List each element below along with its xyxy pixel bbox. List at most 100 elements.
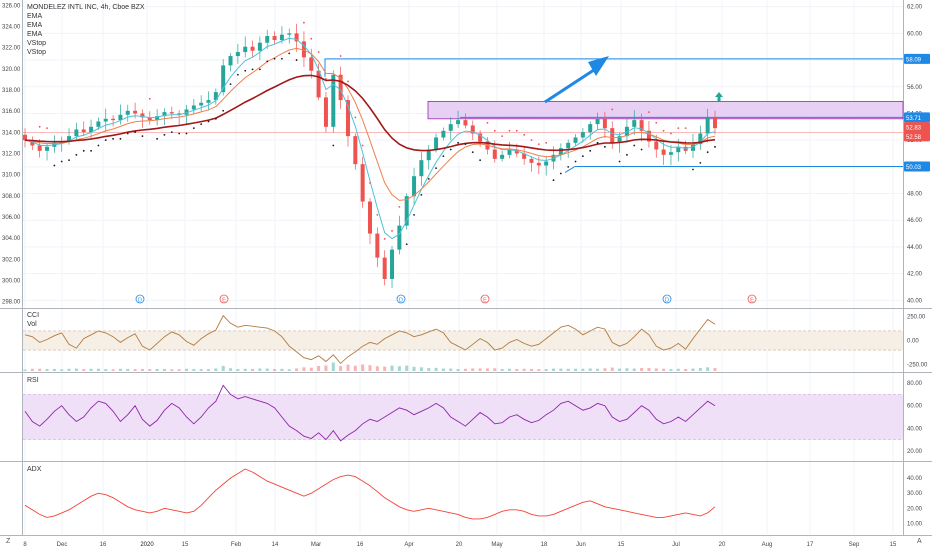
candle-body — [500, 154, 505, 159]
price-tag-label: 52.83 — [906, 126, 922, 132]
right-axis-tick: 56.00 — [907, 85, 923, 91]
rsi-pane-label[interactable]: RSI — [27, 377, 39, 384]
candle-body — [118, 114, 123, 121]
cci-pane-label[interactable]: CCI — [27, 312, 40, 319]
vstop-dot — [567, 165, 570, 168]
vstop-dot — [523, 133, 526, 136]
vstop-dot — [46, 127, 48, 130]
vstop-dot — [119, 137, 122, 140]
volume-bar — [324, 365, 328, 371]
vstop-dot — [244, 69, 247, 72]
legend-vstop-2[interactable]: VStop — [27, 49, 47, 56]
candle-body — [382, 257, 387, 279]
vstop-dot — [677, 127, 680, 130]
adx-pane-label[interactable]: ADX — [27, 466, 42, 473]
vstop-dot — [68, 159, 70, 162]
candle-body — [316, 70, 321, 98]
candle-body — [573, 137, 578, 143]
volume-bar — [295, 368, 299, 371]
vstop-dot — [325, 77, 327, 80]
vstop-dot — [464, 143, 467, 146]
vstop-dot — [581, 155, 584, 158]
vstop-dot — [112, 137, 114, 140]
price-tag-label: 58.09 — [906, 57, 922, 63]
volume-bar — [45, 368, 49, 371]
volume-bar — [346, 364, 350, 371]
volume-bar — [214, 368, 218, 371]
volume-bar — [236, 368, 240, 371]
time-axis-tick: Aug — [762, 542, 773, 548]
right-axis-tick: 46.00 — [907, 218, 923, 224]
candle-body — [654, 141, 659, 150]
vstop-dot — [156, 137, 159, 140]
legend-ema-2[interactable]: EMA — [27, 22, 43, 29]
vstop-dot — [339, 55, 342, 57]
cci-axis-tick: 250.00 — [907, 315, 926, 321]
auto-scale-a-button[interactable]: A — [917, 538, 922, 545]
volume-bar — [441, 368, 445, 371]
time-axis-tick: Jun — [576, 542, 586, 548]
vstop-dot — [699, 161, 702, 164]
event-marker-letter: D — [665, 297, 669, 303]
price-tag-label: 53.71 — [906, 116, 922, 122]
time-axis-tick: 17 — [807, 542, 814, 548]
legend-ema-3[interactable]: EMA — [27, 31, 43, 38]
legend-ema-1[interactable]: EMA — [27, 13, 43, 20]
trend-arrow-shaft — [544, 64, 601, 104]
volume-bar — [676, 368, 680, 371]
time-axis-tick: 20 — [456, 542, 463, 548]
vstop-dot — [354, 116, 357, 119]
volume-bar — [698, 368, 702, 371]
legend-vstop-1[interactable]: VStop — [27, 40, 47, 47]
event-marker-E — [747, 294, 757, 304]
time-axis-tick: 8 — [23, 542, 27, 548]
event-marker-E — [480, 294, 490, 304]
left-axis-tick: 308.00 — [2, 194, 21, 200]
chart-legend: MONDELEZ INTL INC, 4h, Cboe BZX EMA EMA … — [27, 3, 145, 57]
vstop-dot — [391, 230, 393, 232]
right-axis-tick: 60.00 — [907, 31, 923, 37]
volume-bar — [566, 368, 570, 371]
volume-bar — [60, 369, 64, 371]
volume-bar — [361, 364, 365, 371]
left-axis-tick: 324.00 — [2, 24, 21, 30]
candle-body — [558, 148, 563, 155]
candle-body — [81, 129, 86, 133]
event-marker-letter: E — [483, 297, 487, 303]
vstop-dot — [670, 132, 672, 135]
vstop-dot — [493, 129, 496, 132]
volume-bar — [38, 368, 42, 371]
candle-body — [448, 124, 453, 131]
price-tag-label: 50.03 — [906, 165, 922, 171]
adx-line — [24, 468, 716, 520]
vstop-dot — [398, 205, 401, 208]
candle-body — [257, 42, 262, 51]
vstop-dot — [640, 148, 643, 151]
candle-body — [441, 130, 446, 138]
candle-body — [243, 46, 248, 53]
volume-bar — [23, 369, 27, 371]
price-tag-3 — [904, 131, 930, 142]
candle-body — [368, 201, 372, 234]
volume-bar — [485, 368, 489, 371]
right-axis-tick: 62.00 — [907, 5, 923, 11]
candle-body — [639, 120, 644, 131]
volume-bar — [618, 368, 622, 371]
timezone-z-button[interactable]: Z — [6, 538, 11, 545]
event-marker-letter: E — [750, 297, 754, 303]
vstop-dot — [589, 149, 592, 152]
candle-body — [698, 133, 703, 145]
volume-bar — [610, 367, 614, 371]
candle-body — [133, 110, 138, 114]
vstop-dot — [236, 73, 239, 76]
volume-bar — [522, 368, 526, 371]
volume-bar — [691, 368, 695, 371]
vstop-dot — [148, 97, 151, 100]
volume-bar — [662, 368, 666, 371]
candle-body — [514, 149, 519, 154]
cci-line — [24, 314, 716, 365]
vstop-dot — [552, 179, 555, 182]
vol-pane-label[interactable]: Vol — [27, 321, 37, 328]
candle-body — [588, 124, 593, 133]
